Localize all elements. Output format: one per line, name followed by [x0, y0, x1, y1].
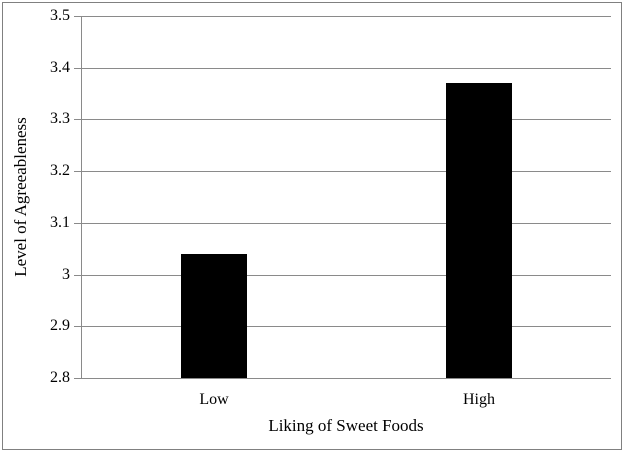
y-tick-label: 3 — [62, 266, 70, 283]
x-category-label-low: Low — [199, 391, 229, 408]
y-tick-label: 3.2 — [50, 162, 70, 179]
gridline — [81, 378, 611, 379]
x-category-label-high: High — [463, 391, 495, 408]
y-tick-mark — [74, 378, 81, 379]
x-axis-title: Liking of Sweet Foods — [268, 416, 424, 435]
y-tick-mark — [74, 223, 81, 224]
gridline — [81, 171, 611, 172]
gridline — [81, 68, 611, 69]
y-axis-title: Level of Agreeableness — [11, 117, 30, 277]
bar-high — [446, 83, 512, 378]
y-tick-mark — [74, 171, 81, 172]
gridline — [81, 16, 611, 17]
gridline — [81, 223, 611, 224]
y-tick-label: 2.8 — [50, 369, 70, 386]
chart-border — [2, 2, 622, 450]
y-tick-label: 3.1 — [50, 214, 70, 231]
plot-area — [81, 16, 611, 378]
gridline — [81, 326, 611, 327]
y-tick-mark — [74, 119, 81, 120]
y-tick-mark — [74, 68, 81, 69]
y-axis-line — [81, 16, 82, 379]
y-tick-label: 2.9 — [50, 317, 70, 334]
gridline — [81, 275, 611, 276]
y-tick-mark — [74, 16, 81, 17]
bar-low — [181, 254, 247, 378]
gridline — [81, 119, 611, 120]
y-tick-mark — [74, 326, 81, 327]
y-tick-label: 3.5 — [50, 7, 70, 24]
y-tick-label: 3.3 — [50, 110, 70, 127]
y-tick-mark — [74, 275, 81, 276]
y-tick-label: 3.4 — [50, 59, 70, 76]
